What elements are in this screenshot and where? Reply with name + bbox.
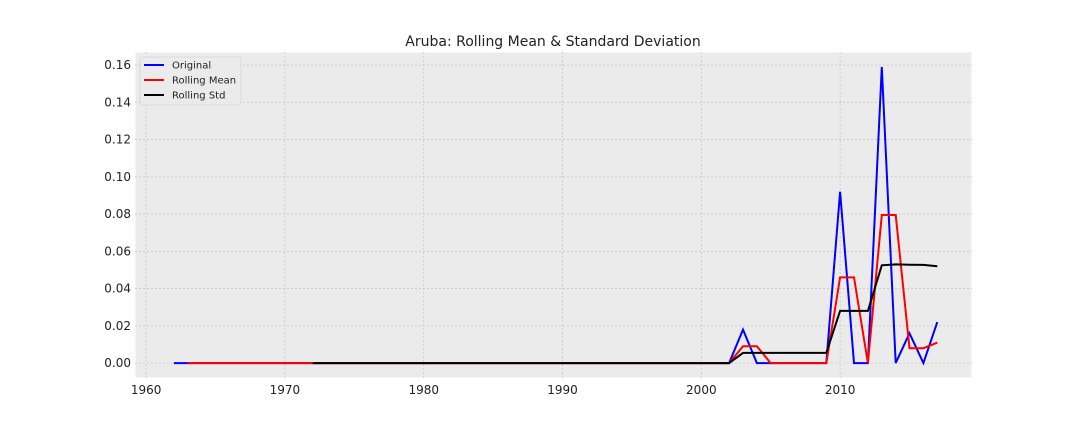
- y-tick-label: 0.06: [104, 244, 131, 258]
- legend-label: Rolling Mean: [172, 76, 236, 87]
- plot-area: [134, 51, 973, 379]
- y-tick-label: 0.10: [104, 170, 131, 184]
- x-tick-label: 2000: [686, 383, 717, 397]
- legend: Original Rolling Mean Rolling Std: [139, 56, 242, 106]
- x-tick-label: 1980: [408, 383, 439, 397]
- chart-title: Aruba: Rolling Mean & Standard Deviation: [405, 34, 700, 50]
- y-tick-label: 0.08: [104, 207, 131, 221]
- y-tick-label: 0.12: [104, 133, 131, 147]
- x-tick-label: 2010: [825, 383, 856, 397]
- x-tick-label: 1990: [547, 383, 578, 397]
- legend-label: Rolling Std: [172, 91, 225, 102]
- y-tick-label: 0.16: [104, 58, 131, 72]
- series-group: [173, 66, 939, 366]
- x-tick-label: 1960: [131, 383, 162, 397]
- legend-box: [139, 56, 242, 106]
- y-tick-label: 0.04: [104, 282, 131, 296]
- x-tick-label: 1970: [270, 383, 301, 397]
- series-line-rolling-std: [312, 263, 938, 365]
- y-tick-label: 0.00: [104, 356, 131, 370]
- y-tick-label: 0.02: [104, 319, 131, 333]
- axis-ticks: 1960 1970 1980 1990 2000 2010 0.00 0.02 0.04 0.06…: [104, 58, 855, 397]
- legend-label: Original: [172, 61, 211, 72]
- y-tick-label: 0.14: [104, 95, 131, 109]
